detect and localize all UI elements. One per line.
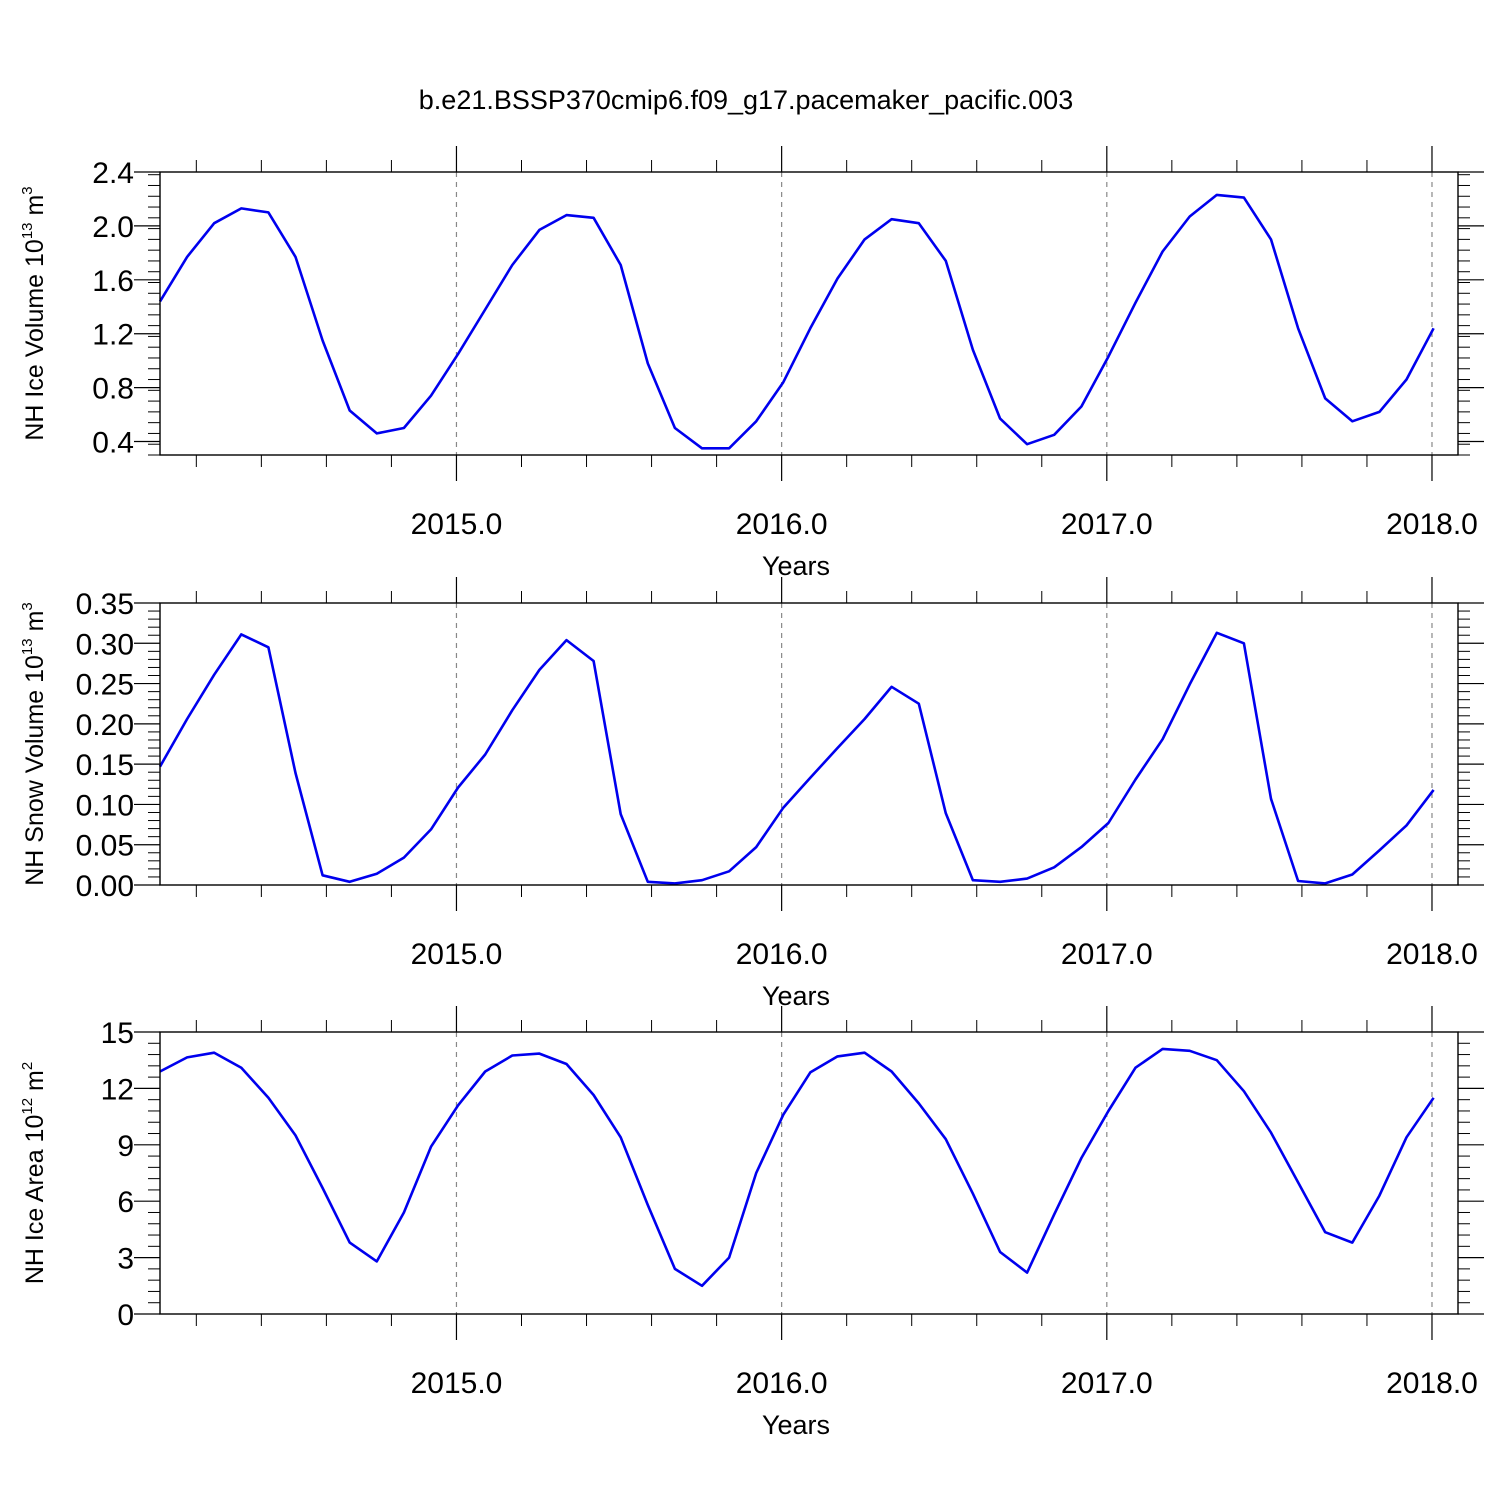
y-axis-label-part: m bbox=[21, 611, 49, 639]
series-line bbox=[158, 631, 1435, 885]
y-axis-label: NH Ice Volume 1013 m3 bbox=[19, 186, 49, 440]
x-tick-label: 2018.0 bbox=[1386, 938, 1478, 971]
y-axis-label: NH Ice Area 1012 m2 bbox=[19, 1062, 49, 1284]
x-tick-label: 2015.0 bbox=[411, 1367, 503, 1400]
y-axis-label-part: NH Ice Volume 10 bbox=[21, 239, 49, 441]
y-tick-label: 0.4 bbox=[92, 427, 134, 460]
y-tick-label: 12 bbox=[101, 1073, 134, 1106]
y-tick-label: 0.30 bbox=[76, 628, 134, 661]
panel-ice-volume: 2015.0 2016.0 2017.0 2018.0 0.4 0.8 1.2 1.6 2.0 2… bbox=[19, 146, 1484, 581]
y-tick-label: 0.15 bbox=[76, 749, 134, 782]
y-tick-label: 15 bbox=[101, 1017, 134, 1050]
x-axis-label: Years bbox=[762, 981, 830, 1011]
y-axis-label-superscript: 2 bbox=[19, 1062, 36, 1070]
x-axis-label: Years bbox=[762, 551, 830, 581]
y-tick-label: 0.10 bbox=[76, 789, 134, 822]
figure-title: b.e21.BSSP370cmip6.f09_g17.pacemaker_pac… bbox=[419, 85, 1073, 115]
plot-frame bbox=[159, 602, 1459, 886]
y-tick-label: 0.8 bbox=[92, 373, 134, 406]
y-tick-label: 0 bbox=[117, 1299, 134, 1332]
x-tick-label: 2015.0 bbox=[411, 508, 503, 541]
series-line bbox=[158, 193, 1435, 450]
x-tick-label: 2016.0 bbox=[736, 1367, 828, 1400]
y-axis-label-part: NH Ice Area 10 bbox=[21, 1115, 49, 1285]
y-tick-label: 6 bbox=[117, 1186, 134, 1219]
x-tick-label: 2016.0 bbox=[736, 938, 828, 971]
y-axis-label: NH Snow Volume 1013 m3 bbox=[19, 602, 49, 886]
x-tick-label: 2016.0 bbox=[736, 508, 828, 541]
y-tick-label: 0.25 bbox=[76, 669, 134, 702]
x-tick-label: 2018.0 bbox=[1386, 508, 1478, 541]
x-tick-label: 2017.0 bbox=[1061, 938, 1153, 971]
panel-ice-area: 2015.0 2016.0 2017.0 2018.0 0 3 6 9 12 15 Years NH … bbox=[19, 1006, 1484, 1440]
y-axis-label-superscript: 13 bbox=[19, 638, 36, 655]
y-axis-label-superscript: 12 bbox=[19, 1098, 36, 1115]
y-tick-label: 0.35 bbox=[76, 588, 134, 621]
x-tick-label: 2015.0 bbox=[411, 938, 503, 971]
y-tick-label: 9 bbox=[117, 1130, 134, 1163]
y-tick-label: 3 bbox=[117, 1243, 134, 1276]
y-axis-label-part: NH Snow Volume 10 bbox=[21, 655, 49, 886]
x-tick-label: 2017.0 bbox=[1061, 1367, 1153, 1400]
plot-frame bbox=[159, 171, 1459, 456]
y-axis-label-part: m bbox=[21, 1070, 49, 1098]
y-axis-label-superscript: 3 bbox=[19, 186, 36, 194]
y-tick-label: 1.6 bbox=[92, 265, 134, 298]
panel-snow-volume: 2015.0 2016.0 2017.0 2018.0 0.00 0.05 0.10 0.15… bbox=[19, 577, 1484, 1011]
y-axis-label-part: m bbox=[21, 195, 49, 223]
x-tick-label: 2018.0 bbox=[1386, 1367, 1478, 1400]
series-line bbox=[159, 1047, 1435, 1288]
y-tick-label: 0.00 bbox=[76, 870, 134, 903]
y-tick-label: 2.4 bbox=[92, 157, 134, 190]
y-tick-label: 0.05 bbox=[76, 830, 134, 863]
plot-frame bbox=[159, 1031, 1459, 1315]
y-tick-label: 2.0 bbox=[92, 211, 134, 244]
y-axis-label-superscript: 3 bbox=[19, 602, 36, 610]
x-axis-label: Years bbox=[762, 1410, 830, 1440]
y-axis-label-superscript: 13 bbox=[19, 222, 36, 239]
y-tick-label: 0.20 bbox=[76, 709, 134, 742]
x-tick-label: 2017.0 bbox=[1061, 508, 1153, 541]
y-tick-label: 1.2 bbox=[92, 319, 134, 352]
